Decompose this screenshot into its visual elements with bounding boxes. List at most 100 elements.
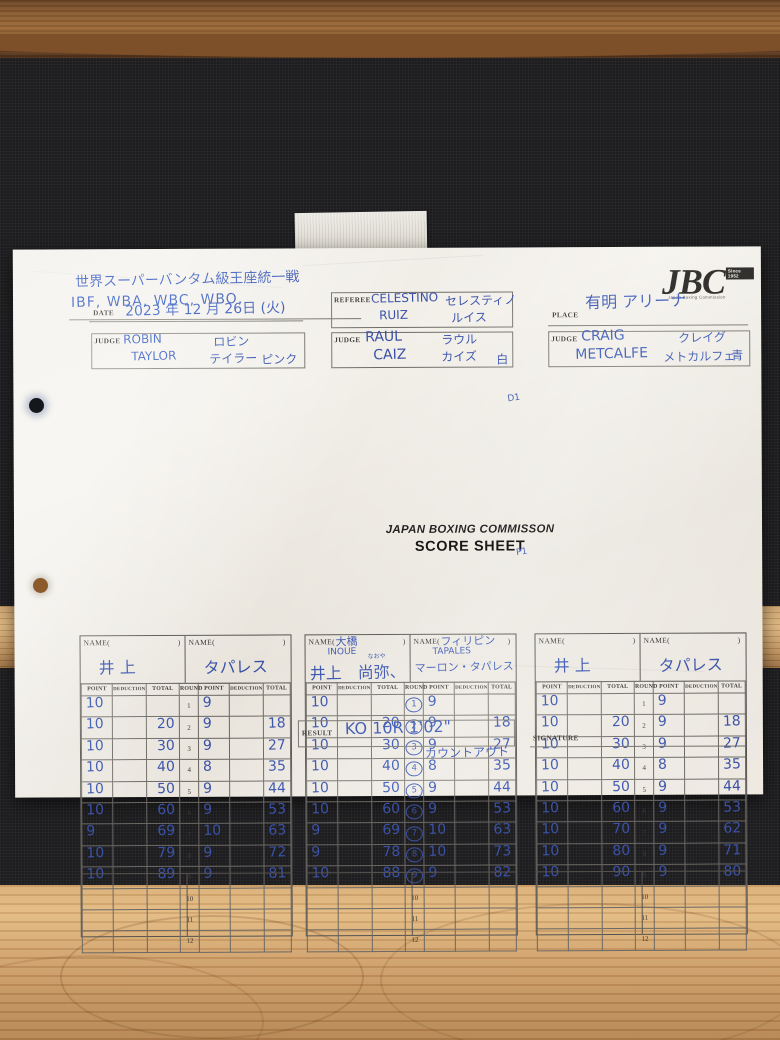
table-row[interactable]: 10 40 4 8 35 [306,757,516,781]
table-row[interactable]: 9 69 7 10 63 [81,823,291,846]
cell-right-point[interactable]: 9 [198,695,230,717]
cell-right-total[interactable]: 63 [263,823,291,845]
cell-left-total[interactable] [601,693,635,715]
boxer-name-cell-left[interactable]: NAME() 井 上 [80,636,185,683]
cell-left-point[interactable]: 9 [306,823,339,845]
cell-left-total[interactable]: 50 [146,780,180,803]
cell-left-total[interactable]: 50 [371,779,405,802]
table-row[interactable]: 10 60 6 9 53 [306,800,516,824]
cell-left-point[interactable]: 10 [536,843,569,865]
cell-right-point[interactable]: 8 [653,757,685,779]
cell-right-total[interactable]: 62 [718,821,746,843]
boxer-name-cell-left[interactable]: NAME() 大橋 INOUE なおや 井上 尚弥、 [305,635,410,683]
cell-right-deduction[interactable] [684,757,719,779]
cell-right-total[interactable]: 18 [718,714,746,736]
cell-left-point[interactable]: 10 [81,781,114,803]
cell-left-point[interactable]: 10 [306,780,339,802]
cell-right-point[interactable]: 9 [653,714,685,737]
cell-right-total[interactable]: 73 [488,843,516,866]
cell-left-deduction[interactable] [337,694,372,717]
cell-left-point[interactable]: 10 [536,779,569,801]
cell-right-total[interactable]: 72 [263,844,292,867]
cell-right-deduction[interactable] [684,693,719,715]
cell-left-total[interactable]: 60 [146,802,181,824]
cell-right-total[interactable]: 44 [263,780,291,802]
cell-right-point[interactable]: 9 [653,821,686,844]
cell-right-deduction[interactable] [685,800,719,822]
cell-left-deduction[interactable] [337,758,372,781]
table-row[interactable]: 10 1 9 [306,694,516,717]
cell-right-total[interactable]: 35 [488,757,516,780]
cell-right-point[interactable]: 10 [423,843,456,866]
cell-left-deduction[interactable] [338,844,372,866]
cell-right-point[interactable]: 9 [423,779,456,802]
cell-right-deduction[interactable] [230,823,264,845]
cell-right-total[interactable] [263,694,291,717]
boxer-name-cell-right[interactable]: NAME() タパレス [639,633,746,681]
boxer-name-cell-left[interactable]: NAME() 井 上 [535,634,640,681]
cell-right-total[interactable]: 63 [488,822,516,844]
cell-right-point[interactable]: 9 [198,802,231,824]
cell-right-deduction[interactable] [230,844,264,867]
cell-left-total[interactable]: 40 [146,759,180,782]
cell-right-point[interactable]: 9 [653,842,686,865]
cell-right-deduction[interactable] [455,801,489,823]
summary-row[interactable] [306,871,517,936]
table-row[interactable]: 10 50 5 9 44 [306,779,516,802]
cell-left-deduction[interactable] [113,823,147,846]
table-row[interactable]: 10 40 4 8 35 [81,758,291,782]
cell-right-deduction[interactable] [455,843,489,866]
cell-left-point[interactable]: 10 [536,800,569,823]
cell-right-deduction[interactable] [229,695,264,717]
cell-left-point[interactable]: 10 [536,757,568,780]
cell-left-deduction[interactable] [568,800,602,823]
cell-left-deduction[interactable] [112,759,147,782]
table-row[interactable]: 10 50 5 9 44 [81,780,291,803]
cell-left-point[interactable]: 10 [536,821,569,844]
table-row[interactable]: 10 1 9 [536,692,746,716]
cell-right-deduction[interactable] [685,842,719,865]
cell-left-total[interactable]: 20 [601,714,635,737]
cell-left-total[interactable]: 69 [371,822,406,845]
cell-left-point[interactable]: 10 [81,738,113,761]
cell-left-point[interactable]: 10 [536,693,568,716]
summary-row[interactable] [81,872,292,937]
cell-left-point[interactable]: 10 [306,758,338,781]
cell-left-total[interactable]: 78 [371,843,406,866]
summary-row[interactable] [536,870,747,935]
cell-right-deduction[interactable] [454,758,489,780]
cell-right-point[interactable]: 9 [653,800,686,822]
cell-right-total[interactable]: 35 [263,758,291,781]
cell-left-point[interactable]: 10 [81,845,114,867]
cell-right-deduction[interactable] [229,780,264,803]
cell-right-point[interactable]: 9 [423,694,455,716]
cell-left-total[interactable]: 60 [601,800,636,822]
cell-left-total[interactable]: 60 [371,801,406,823]
cell-right-point[interactable]: 9 [423,801,456,823]
cell-left-deduction[interactable] [112,781,147,803]
cell-right-deduction[interactable] [685,821,719,843]
cell-right-total[interactable]: 27 [263,737,291,760]
cell-right-point[interactable]: 10 [198,823,231,846]
cell-right-total[interactable]: 35 [718,756,746,779]
cell-right-point[interactable]: 9 [198,780,231,803]
cell-right-point[interactable]: 10 [423,822,456,845]
table-row[interactable]: 10 80 8 9 71 [536,842,746,865]
cell-right-total[interactable]: 71 [718,842,746,865]
cell-left-total[interactable]: 69 [146,823,181,846]
cell-right-total[interactable] [718,692,746,715]
cell-right-total[interactable]: 44 [718,778,746,801]
cell-left-point[interactable]: 10 [306,694,338,717]
cell-left-deduction[interactable] [567,779,602,801]
cell-right-total[interactable]: 53 [488,800,516,823]
cell-left-deduction[interactable] [337,780,372,802]
table-row[interactable]: 10 79 8 9 72 [81,844,292,867]
cell-left-total[interactable]: 79 [146,844,181,867]
cell-right-deduction[interactable] [229,737,264,760]
cell-right-point[interactable]: 9 [198,737,230,760]
cell-left-total[interactable] [371,694,405,716]
cell-left-point[interactable]: 9 [306,844,339,866]
cell-right-point[interactable]: 9 [198,716,230,739]
cell-right-deduction[interactable] [230,801,264,824]
table-row[interactable]: 10 1 9 [81,694,291,718]
